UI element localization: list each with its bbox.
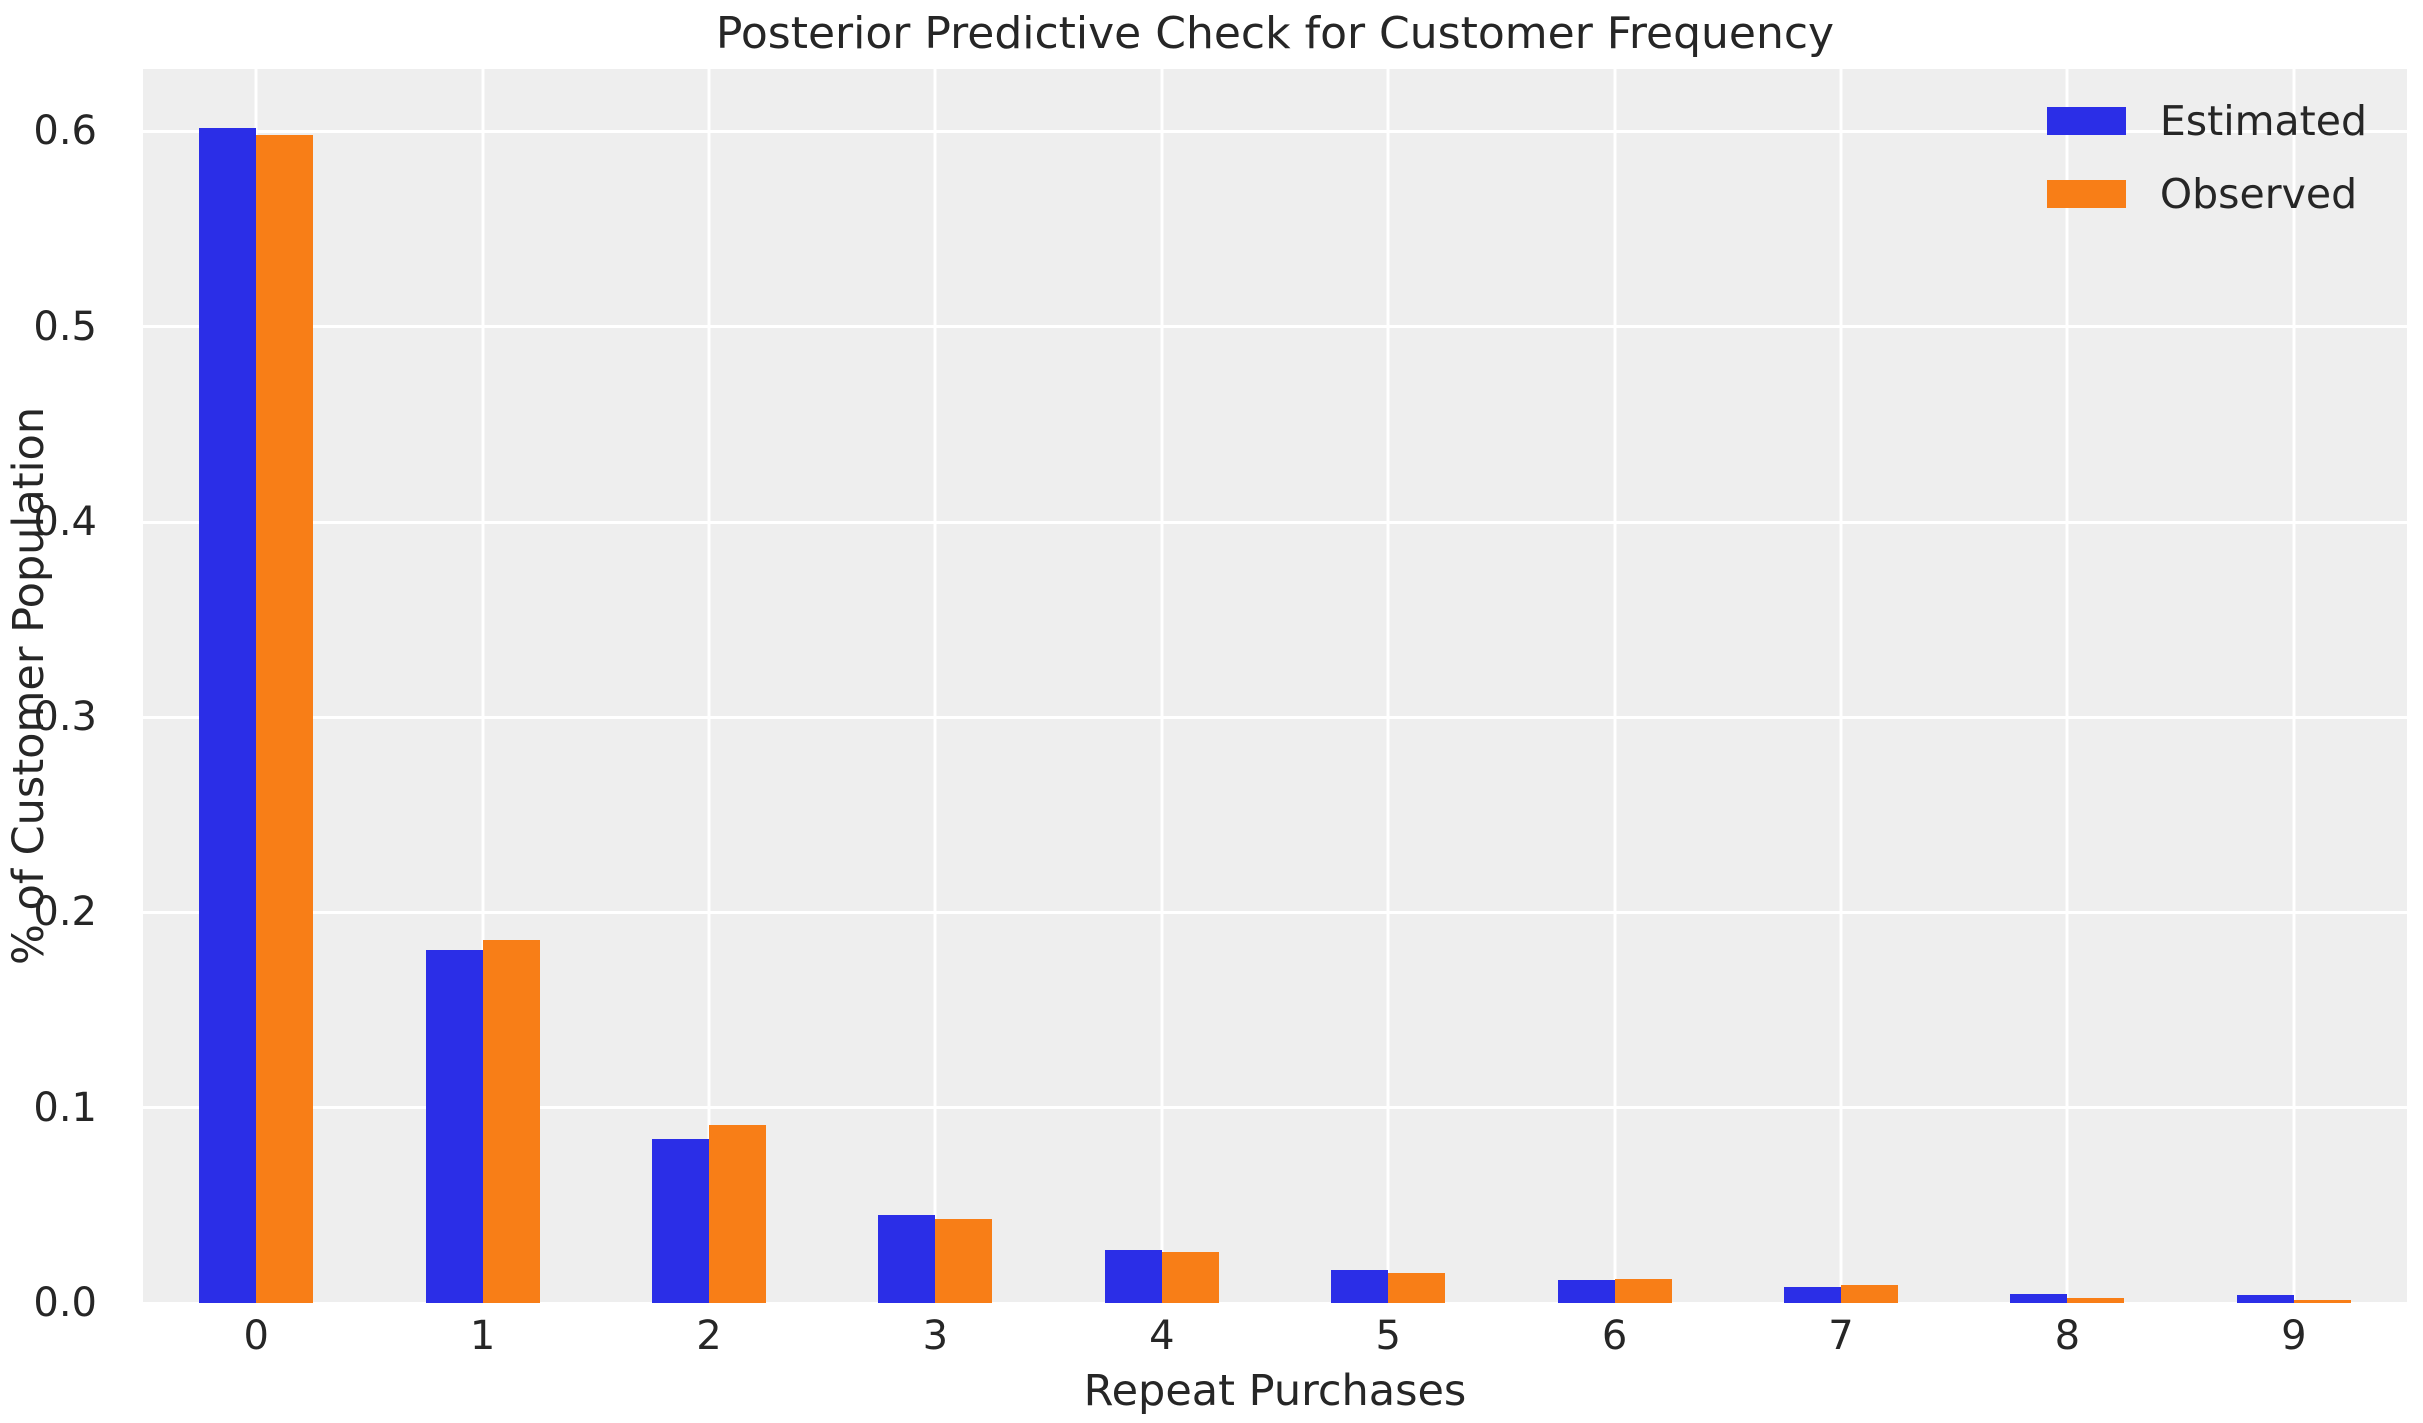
x-tick-label: 9 bbox=[2281, 1313, 2307, 1359]
bar-group-5 bbox=[1331, 1270, 1446, 1303]
legend-entry-observed: Observed bbox=[2046, 170, 2367, 218]
vertical-gridline bbox=[1386, 69, 1390, 1303]
bar-group-4 bbox=[1104, 1250, 1219, 1303]
bar-estimated-3 bbox=[878, 1215, 936, 1303]
horizontal-gridline bbox=[143, 715, 2407, 719]
category-column bbox=[822, 69, 1048, 1303]
bar-group-9 bbox=[2236, 1295, 2351, 1303]
category-column bbox=[2181, 69, 2407, 1303]
vertical-gridline bbox=[481, 69, 485, 1303]
estimated-swatch-icon bbox=[2046, 107, 2126, 135]
horizontal-gridline bbox=[143, 129, 2407, 133]
y-tick-label: 0.6 bbox=[33, 108, 97, 154]
bar-estimated-2 bbox=[651, 1139, 709, 1303]
legend-label-estimated: Estimated bbox=[2159, 97, 2367, 145]
bar-observed-7 bbox=[1840, 1285, 1898, 1303]
horizontal-gridline bbox=[143, 520, 2407, 524]
x-tick-label: 5 bbox=[1375, 1313, 1401, 1359]
x-tick-label: 2 bbox=[696, 1313, 722, 1359]
bar-group-0 bbox=[199, 128, 314, 1303]
x-tick-label: 7 bbox=[1828, 1313, 1854, 1359]
bar-observed-1 bbox=[482, 940, 540, 1303]
bar-estimated-4 bbox=[1104, 1250, 1162, 1303]
category-column bbox=[1954, 69, 2180, 1303]
horizontal-gridline bbox=[143, 325, 2407, 329]
y-tick-label: 0.2 bbox=[33, 889, 97, 935]
observed-swatch-icon bbox=[2046, 180, 2126, 208]
y-tick-label: 0.5 bbox=[33, 304, 97, 350]
vertical-gridline bbox=[933, 69, 937, 1303]
bar-estimated-5 bbox=[1331, 1270, 1389, 1303]
x-tick-label: 8 bbox=[2054, 1313, 2081, 1359]
legend-label-observed: Observed bbox=[2159, 170, 2358, 218]
category-column bbox=[369, 69, 595, 1303]
bar-estimated-6 bbox=[1557, 1280, 1615, 1303]
horizontal-gridline bbox=[143, 1301, 2407, 1305]
bar-observed-2 bbox=[708, 1125, 766, 1303]
bar-observed-6 bbox=[1614, 1279, 1672, 1303]
bar-group-2 bbox=[651, 1125, 766, 1303]
category-column bbox=[143, 69, 369, 1303]
bar-observed-8 bbox=[2067, 1298, 2125, 1303]
bar-group-3 bbox=[878, 1215, 993, 1303]
x-tick-label: 3 bbox=[922, 1313, 949, 1359]
category-column bbox=[1049, 69, 1275, 1303]
bar-estimated-8 bbox=[2010, 1294, 2068, 1303]
category-column bbox=[1728, 69, 1954, 1303]
y-tick-label: 0.4 bbox=[33, 499, 97, 545]
vertical-gridline bbox=[2065, 69, 2069, 1303]
bar-group-6 bbox=[1557, 1279, 1672, 1303]
vertical-gridline bbox=[1613, 69, 1617, 1303]
bar-group-8 bbox=[2010, 1294, 2125, 1303]
y-tick-label: 0.3 bbox=[33, 694, 97, 740]
x-tick-label: 0 bbox=[243, 1313, 269, 1359]
plot-area: Estimated Observed bbox=[143, 69, 2407, 1305]
x-axis-label: Repeat Purchases bbox=[1083, 1366, 1467, 1416]
legend: Estimated Observed bbox=[2046, 97, 2367, 218]
vertical-gridline bbox=[1160, 69, 1164, 1303]
y-tick-label: 0.1 bbox=[33, 1085, 97, 1131]
bar-estimated-9 bbox=[2236, 1295, 2294, 1303]
bar-observed-9 bbox=[2293, 1300, 2351, 1303]
bar-observed-3 bbox=[935, 1219, 993, 1303]
x-tick-label: 1 bbox=[469, 1313, 496, 1359]
chart-title: Posterior Predictive Check for Customer … bbox=[715, 8, 1835, 59]
bar-observed-0 bbox=[256, 135, 314, 1303]
bar-group-7 bbox=[1783, 1285, 1898, 1303]
horizontal-gridline bbox=[143, 1106, 2407, 1110]
bar-estimated-0 bbox=[199, 128, 257, 1303]
vertical-gridline bbox=[707, 69, 711, 1303]
vertical-gridline bbox=[2292, 69, 2296, 1303]
category-column bbox=[1275, 69, 1501, 1303]
legend-entry-estimated: Estimated bbox=[2046, 97, 2367, 145]
category-column bbox=[1501, 69, 1727, 1303]
category-column bbox=[596, 69, 822, 1303]
bar-observed-5 bbox=[1388, 1273, 1446, 1303]
vertical-gridline bbox=[1839, 69, 1843, 1303]
bar-group-1 bbox=[425, 940, 540, 1303]
bar-estimated-7 bbox=[1783, 1287, 1841, 1303]
horizontal-gridline bbox=[143, 911, 2407, 914]
x-tick-label: 4 bbox=[1149, 1313, 1175, 1359]
bar-estimated-1 bbox=[425, 950, 483, 1303]
x-tick-label: 6 bbox=[1601, 1313, 1628, 1359]
bar-observed-4 bbox=[1161, 1252, 1219, 1303]
y-tick-label: 0.0 bbox=[33, 1280, 97, 1326]
